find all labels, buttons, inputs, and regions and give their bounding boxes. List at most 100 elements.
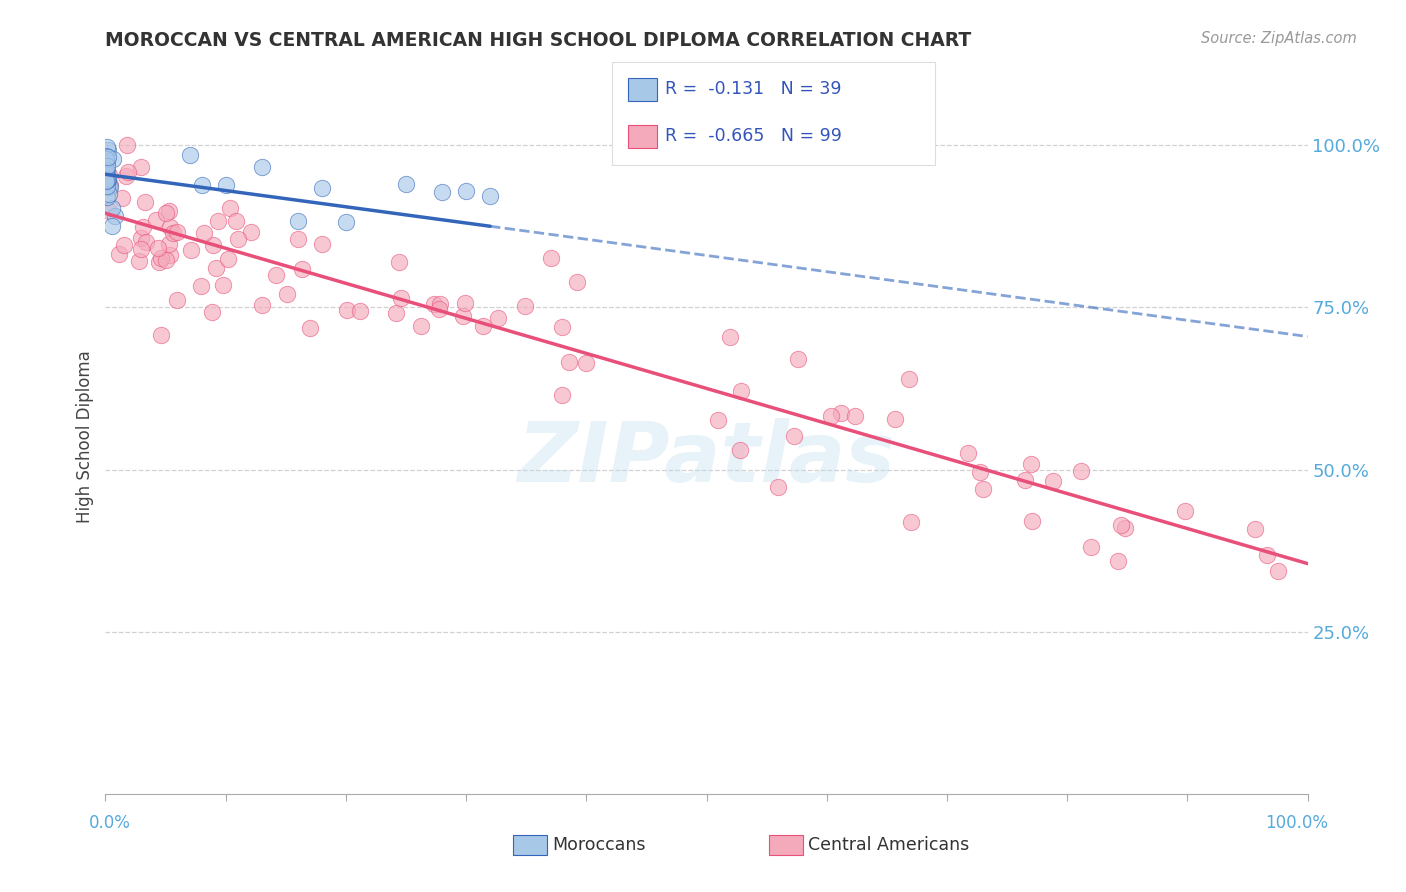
Point [299,321,322,335]
Point [897,372,920,386]
Point [190,178,212,193]
Point [783,428,806,442]
Point [1080,540,1102,554]
Point [427,301,450,316]
Text: Central Americans: Central Americans [808,836,970,854]
Point [96,177,118,191]
Point [551,388,574,402]
Point [96,152,118,166]
Point [728,442,751,457]
Point [900,515,922,529]
Point [1174,504,1197,518]
Point [179,148,201,162]
Point [557,354,579,368]
Point [104,209,127,223]
Point [385,306,408,320]
Point [98,179,121,194]
Point [787,352,810,367]
Text: Moroccans: Moroccans [553,836,647,854]
Point [98,187,121,202]
Point [225,214,247,228]
Point [132,219,155,234]
Point [454,184,477,198]
Point [180,244,202,258]
Point [157,236,180,251]
Point [718,330,741,344]
Point [103,152,125,166]
Point [96,178,118,193]
Point [97,143,120,157]
Point [1267,564,1289,578]
Point [454,296,477,310]
Point [972,483,994,497]
Point [94,162,117,177]
Point [956,446,979,460]
Point [157,203,180,218]
Point [96,140,118,154]
Point [226,232,249,246]
Point [451,309,474,323]
Point [148,255,170,269]
Point [101,219,124,233]
Point [101,201,124,215]
Point [97,203,120,218]
Point [1070,464,1092,478]
Point [1109,518,1132,533]
Point [335,215,357,229]
Point [134,194,156,209]
Point [166,293,188,308]
Point [730,384,752,398]
Text: R =  -0.665   N = 99: R = -0.665 N = 99 [665,128,842,145]
Text: 0.0%: 0.0% [89,814,131,831]
Point [129,161,152,175]
Point [551,320,574,334]
Point [94,174,117,188]
Point [884,412,907,426]
Point [205,260,228,275]
Point [145,212,167,227]
Point [513,299,536,313]
Point [486,310,509,325]
Point [96,149,118,163]
Point [98,179,121,194]
Point [111,191,134,205]
Point [149,251,172,265]
Point [207,214,229,228]
Point [575,356,598,370]
Point [131,231,153,245]
Text: 100.0%: 100.0% [1265,814,1327,831]
Text: Source: ZipAtlas.com: Source: ZipAtlas.com [1201,31,1357,46]
Point [239,225,262,239]
Point [214,178,236,192]
Point [96,189,118,203]
Point [1021,514,1043,528]
Point [98,168,121,182]
Point [1256,548,1278,562]
Point [388,254,411,268]
Point [96,159,118,173]
Point [155,206,177,220]
Point [115,138,138,153]
Point [96,154,118,169]
Point [409,318,432,333]
Point [115,169,138,183]
Point [193,226,215,240]
Point [218,202,240,216]
Point [287,232,309,246]
Point [706,413,728,427]
Point [96,167,118,181]
Point [250,298,273,312]
Point [349,304,371,318]
Point [336,303,359,318]
Point [129,242,152,256]
Point [389,291,412,305]
Point [128,254,150,268]
Point [1042,474,1064,488]
Point [311,180,333,194]
Point [266,268,288,283]
Point [1107,554,1129,568]
Point [276,287,298,301]
Point [148,241,170,255]
Point [166,225,188,239]
Y-axis label: High School Diploma: High School Diploma [76,351,94,524]
